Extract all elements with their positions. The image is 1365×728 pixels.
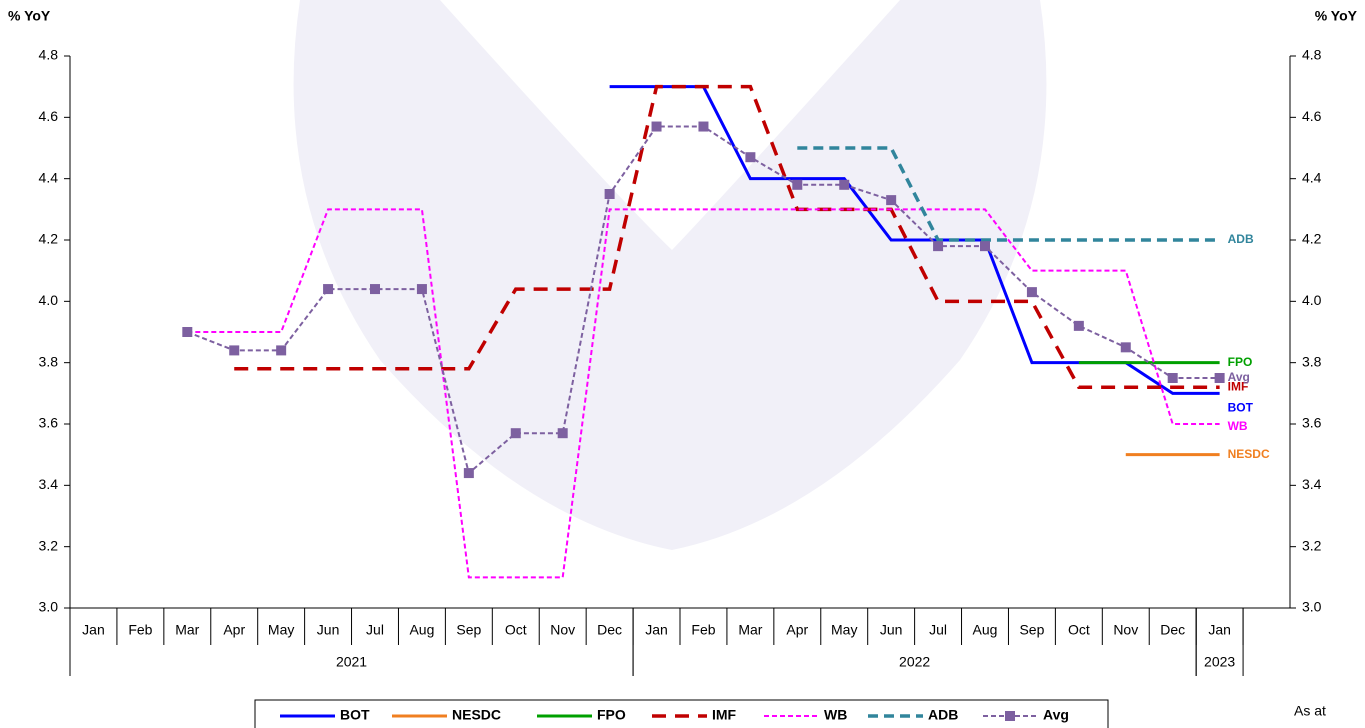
x-tick-label: Nov bbox=[1113, 622, 1138, 638]
series-end-label: BOT bbox=[1228, 401, 1254, 415]
marker bbox=[604, 189, 615, 199]
y-tick-label: 3.4 bbox=[39, 476, 59, 492]
legend-label: FPO bbox=[597, 707, 626, 723]
x-tick-label: Oct bbox=[505, 622, 527, 638]
y2-tick-label: 3.0 bbox=[1302, 599, 1322, 615]
x-tick-label: Apr bbox=[786, 622, 808, 638]
year-label: 2022 bbox=[899, 654, 930, 670]
marker bbox=[698, 121, 709, 132]
x-tick-label: Jan bbox=[82, 622, 105, 638]
y-tick-label: 3.6 bbox=[39, 415, 59, 431]
y2-axis-label: % YoY bbox=[1315, 8, 1358, 24]
x-tick-label: Sep bbox=[1019, 622, 1044, 638]
legend-label: ADB bbox=[928, 707, 958, 723]
legend-box bbox=[254, 699, 1109, 728]
marker bbox=[229, 345, 240, 356]
y2-tick-label: 3.6 bbox=[1302, 415, 1322, 431]
marker bbox=[463, 468, 474, 479]
series-end-label: IMF bbox=[1228, 379, 1249, 393]
x-tick-label: Aug bbox=[409, 622, 434, 638]
x-tick-label: Jul bbox=[929, 622, 947, 638]
note: As at bbox=[1294, 703, 1326, 719]
x-tick-label: Aug bbox=[973, 622, 998, 638]
y-tick-label: 4.4 bbox=[39, 169, 59, 185]
marker bbox=[792, 179, 803, 190]
marker bbox=[276, 345, 287, 356]
legend-label: BOT bbox=[340, 707, 370, 723]
x-tick-label: Feb bbox=[128, 622, 152, 638]
legend-label: NESDC bbox=[452, 707, 501, 723]
y2-tick-label: 3.4 bbox=[1302, 476, 1322, 492]
x-tick-label: Sep bbox=[456, 622, 481, 638]
marker bbox=[1167, 373, 1178, 383]
x-tick-label: Jan bbox=[645, 622, 668, 638]
y-tick-label: 4.0 bbox=[39, 292, 59, 308]
marker bbox=[1120, 342, 1131, 353]
x-tick-label: May bbox=[831, 622, 857, 638]
y2-tick-label: 4.8 bbox=[1302, 47, 1322, 63]
year-label: 2023 bbox=[1204, 654, 1235, 670]
x-tick-label: May bbox=[268, 622, 294, 638]
marker bbox=[980, 241, 990, 252]
x-tick-label: Jan bbox=[1208, 622, 1231, 638]
x-tick-label: Mar bbox=[738, 622, 762, 638]
series-end-label: FPO bbox=[1228, 355, 1253, 369]
x-tick-label: Oct bbox=[1068, 622, 1090, 638]
marker bbox=[510, 428, 521, 439]
marker bbox=[182, 327, 193, 337]
series-end-label: WB bbox=[1228, 419, 1248, 433]
marker bbox=[370, 284, 380, 295]
legend-marker bbox=[1005, 711, 1015, 721]
x-tick-label: Dec bbox=[597, 622, 622, 638]
y-tick-label: 3.8 bbox=[39, 353, 59, 369]
y2-tick-label: 4.2 bbox=[1302, 231, 1322, 247]
marker bbox=[886, 195, 897, 206]
y-tick-label: 3.0 bbox=[39, 599, 59, 615]
y-tick-label: 4.8 bbox=[39, 47, 59, 63]
watermark bbox=[293, 0, 1047, 550]
x-tick-label: Nov bbox=[550, 622, 575, 638]
marker bbox=[1026, 287, 1037, 298]
y-tick-label: 4.2 bbox=[39, 231, 59, 247]
y-axis-label: % YoY bbox=[8, 8, 51, 24]
y-tick-label: 4.6 bbox=[39, 108, 59, 124]
marker bbox=[323, 284, 334, 295]
y2-tick-label: 4.4 bbox=[1302, 169, 1322, 185]
y2-tick-label: 4.6 bbox=[1302, 108, 1322, 124]
legend-label: Avg bbox=[1043, 707, 1069, 723]
marker bbox=[839, 179, 850, 190]
x-tick-label: Feb bbox=[691, 622, 715, 638]
series-end-label: ADB bbox=[1228, 232, 1254, 246]
series-end-label: Avg bbox=[1228, 370, 1250, 384]
year-label: 2021 bbox=[336, 654, 367, 670]
series-line bbox=[797, 146, 1220, 242]
series-line bbox=[187, 208, 1220, 579]
y2-tick-label: 3.8 bbox=[1302, 353, 1322, 369]
marker bbox=[1214, 373, 1225, 383]
legend-label: IMF bbox=[712, 707, 737, 723]
y2-tick-label: 3.2 bbox=[1302, 537, 1322, 553]
marker bbox=[416, 284, 427, 295]
x-tick-label: Jun bbox=[880, 622, 903, 638]
y2-tick-label: 4.0 bbox=[1302, 292, 1322, 308]
x-tick-label: Jul bbox=[366, 622, 384, 638]
y-tick-label: 3.2 bbox=[39, 537, 59, 553]
marker bbox=[1073, 320, 1084, 331]
x-tick-label: Mar bbox=[175, 622, 199, 638]
marker bbox=[651, 121, 662, 132]
marker bbox=[745, 152, 756, 163]
series-end-label: NESDC bbox=[1228, 447, 1270, 461]
marker bbox=[933, 241, 944, 252]
x-tick-label: Jun bbox=[317, 622, 340, 638]
series-line bbox=[234, 84, 1220, 389]
x-tick-label: Apr bbox=[223, 622, 245, 638]
x-tick-label: Dec bbox=[1160, 622, 1185, 638]
marker bbox=[557, 428, 568, 439]
legend-label: WB bbox=[824, 707, 847, 723]
